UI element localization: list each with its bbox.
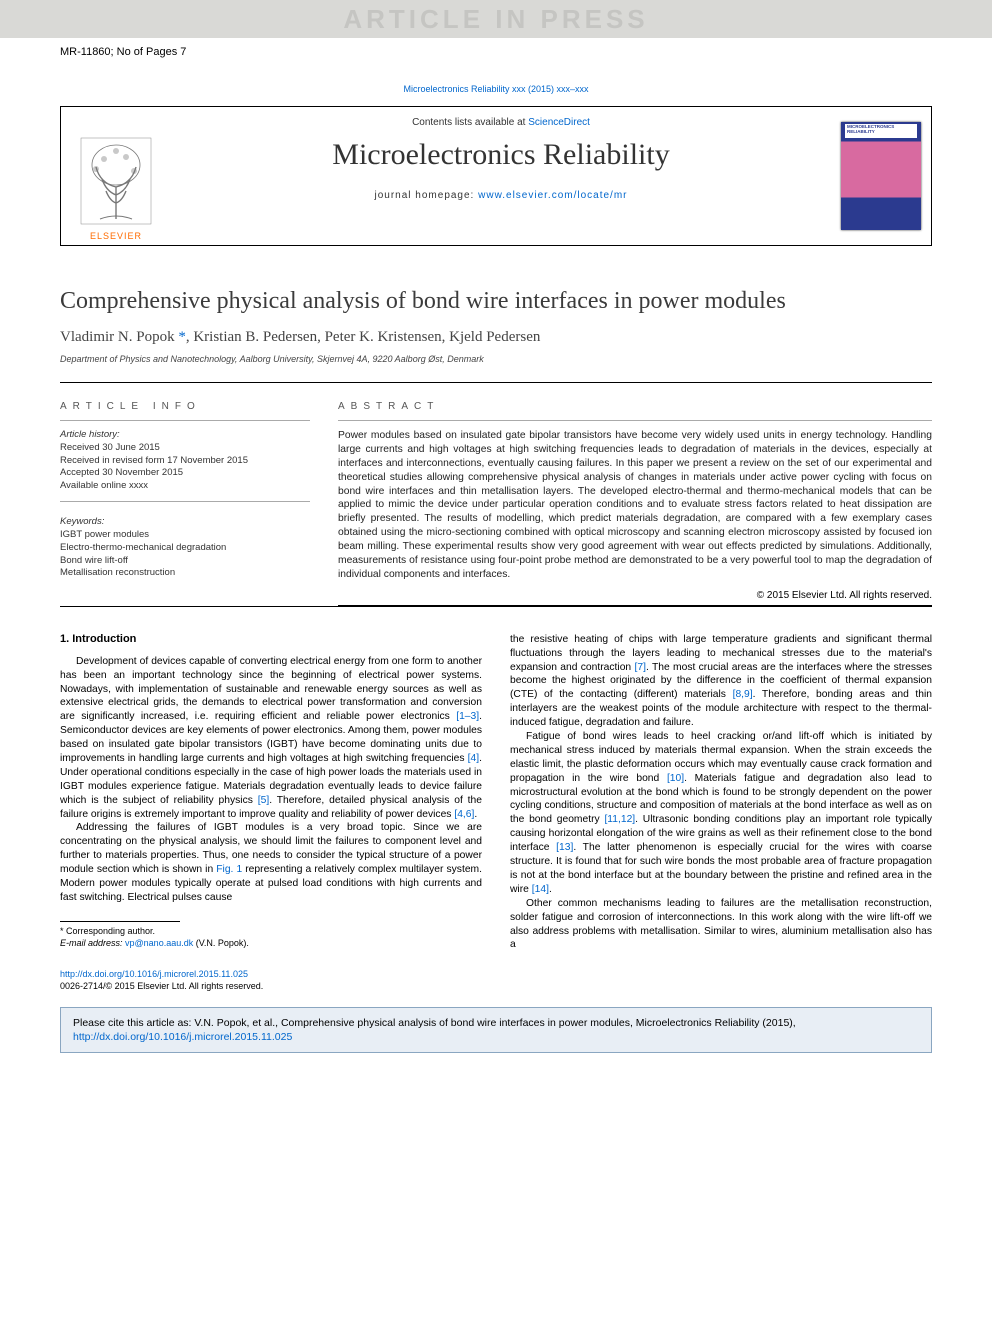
footnote-separator <box>60 921 180 922</box>
body-para-text: Fatigue of bond wires leads to heel crac… <box>510 731 932 895</box>
keyword-item: Electro-thermo-mechanical degradation <box>60 542 310 555</box>
body-para: the resistive heating of chips with larg… <box>510 633 932 730</box>
body-text-right: the resistive heating of chips with larg… <box>510 633 932 952</box>
author-list: Vladimir N. Popok *, Kristian B. Pederse… <box>60 329 932 346</box>
body-para: Addressing the failures of IGBT modules … <box>60 821 482 904</box>
please-cite-box: Please cite this article as: V.N. Popok,… <box>60 1007 932 1053</box>
body-columns: 1. Introduction Development of devices c… <box>60 633 932 993</box>
keyword-item: IGBT power modules <box>60 529 310 542</box>
body-para-text: Other common mechanisms leading to failu… <box>510 898 932 951</box>
elsevier-tree-icon <box>80 137 152 225</box>
journal-ref-link[interactable]: Microelectronics Reliability xxx (2015) … <box>60 84 932 94</box>
email-suffix: (V.N. Popok). <box>193 938 249 948</box>
homepage-prefix: journal homepage: <box>375 190 479 201</box>
header-meta: MR-11860; No of Pages 7 <box>60 46 932 58</box>
keyword-item: Bond wire lift-off <box>60 555 310 568</box>
corresponding-footnote: * Corresponding author. E-mail address: … <box>60 926 482 949</box>
abstract-copyright: © 2015 Elsevier Ltd. All rights reserved… <box>338 590 932 601</box>
keywords-label: Keywords: <box>60 516 310 529</box>
journal-homepage-link[interactable]: www.elsevier.com/locate/mr <box>478 190 627 201</box>
history-revised: Received in revised form 17 November 201… <box>60 455 310 468</box>
journal-cover-block: MICROELECTRONICS RELIABILITY <box>831 107 931 245</box>
doi-block: http://dx.doi.org/10.1016/j.microrel.201… <box>60 969 482 992</box>
corr-author-line: * Corresponding author. <box>60 926 482 938</box>
watermark-text: ARTICLE IN PRESS <box>343 4 648 35</box>
watermark-bar: ARTICLE IN PRESS <box>0 0 992 38</box>
cite-doi-link[interactable]: http://dx.doi.org/10.1016/j.microrel.201… <box>73 1031 292 1043</box>
author-email-link[interactable]: vp@nano.aau.dk <box>125 938 193 948</box>
article-history-block: Article history: Received 30 June 2015 R… <box>60 429 310 493</box>
issn-copyright-line: 0026-2714/© 2015 Elsevier Ltd. All right… <box>60 981 482 993</box>
affiliation: Department of Physics and Nanotechnology… <box>60 354 932 364</box>
keyword-item: Metallisation reconstruction <box>60 567 310 580</box>
history-label: Article history: <box>60 429 310 442</box>
journal-ref-link-text: Microelectronics Reliability xxx (2015) … <box>403 84 588 94</box>
journal-cover-thumbnail: MICROELECTRONICS RELIABILITY <box>841 122 921 230</box>
publisher-name: ELSEVIER <box>90 231 142 241</box>
email-line: E-mail address: vp@nano.aau.dk (V.N. Pop… <box>60 938 482 950</box>
history-received: Received 30 June 2015 <box>60 442 310 455</box>
section-1-heading: 1. Introduction <box>60 633 482 645</box>
body-text-left: Development of devices capable of conver… <box>60 655 482 905</box>
contents-lists-line: Contents lists available at ScienceDirec… <box>412 117 590 128</box>
article-title: Comprehensive physical analysis of bond … <box>60 288 932 315</box>
sciencedirect-link[interactable]: ScienceDirect <box>528 117 590 128</box>
doi-link[interactable]: http://dx.doi.org/10.1016/j.microrel.201… <box>60 969 248 979</box>
abstract-text: Power modules based on insulated gate bi… <box>338 429 932 582</box>
body-para: Fatigue of bond wires leads to heel crac… <box>510 730 932 897</box>
body-para: Other common mechanisms leading to failu… <box>510 897 932 953</box>
publisher-logo-block: ELSEVIER <box>61 107 171 245</box>
article-info-heading: ARTICLE INFO <box>60 401 310 412</box>
cite-prefix: Please cite this article as: V.N. Popok,… <box>73 1017 796 1029</box>
abstract-heading: ABSTRACT <box>338 401 932 412</box>
keywords-block: Keywords: IGBT power modules Electro-the… <box>60 516 310 580</box>
journal-center: Contents lists available at ScienceDirec… <box>171 107 831 245</box>
authors-rest: , Kristian B. Pedersen, Peter K. Kristen… <box>186 329 541 345</box>
body-para-text: Development of devices capable of conver… <box>60 656 482 820</box>
article-info-column: ARTICLE INFO Article history: Received 3… <box>60 401 310 606</box>
journal-homepage-line: journal homepage: www.elsevier.com/locat… <box>375 190 628 201</box>
cover-title: MICROELECTRONICS RELIABILITY <box>847 125 921 135</box>
info-abstract-row: ARTICLE INFO Article history: Received 3… <box>60 401 932 606</box>
body-para-text: the resistive heating of chips with larg… <box>510 634 932 728</box>
body-column-left: 1. Introduction Development of devices c… <box>60 633 482 993</box>
journal-masthead: ELSEVIER Contents lists available at Sci… <box>60 106 932 246</box>
history-available: Available online xxxx <box>60 480 310 493</box>
author-1: Vladimir N. Popok <box>60 329 178 345</box>
contents-prefix: Contents lists available at <box>412 117 528 128</box>
abstract-column: ABSTRACT Power modules based on insulate… <box>338 401 932 606</box>
email-label: E-mail address: <box>60 938 125 948</box>
history-accepted: Accepted 30 November 2015 <box>60 467 310 480</box>
body-para: Development of devices capable of conver… <box>60 655 482 822</box>
body-column-right: the resistive heating of chips with larg… <box>510 633 932 993</box>
corresponding-mark: * <box>178 329 186 345</box>
body-para-text: Addressing the failures of IGBT modules … <box>60 822 482 902</box>
journal-title: Microelectronics Reliability <box>332 138 669 172</box>
